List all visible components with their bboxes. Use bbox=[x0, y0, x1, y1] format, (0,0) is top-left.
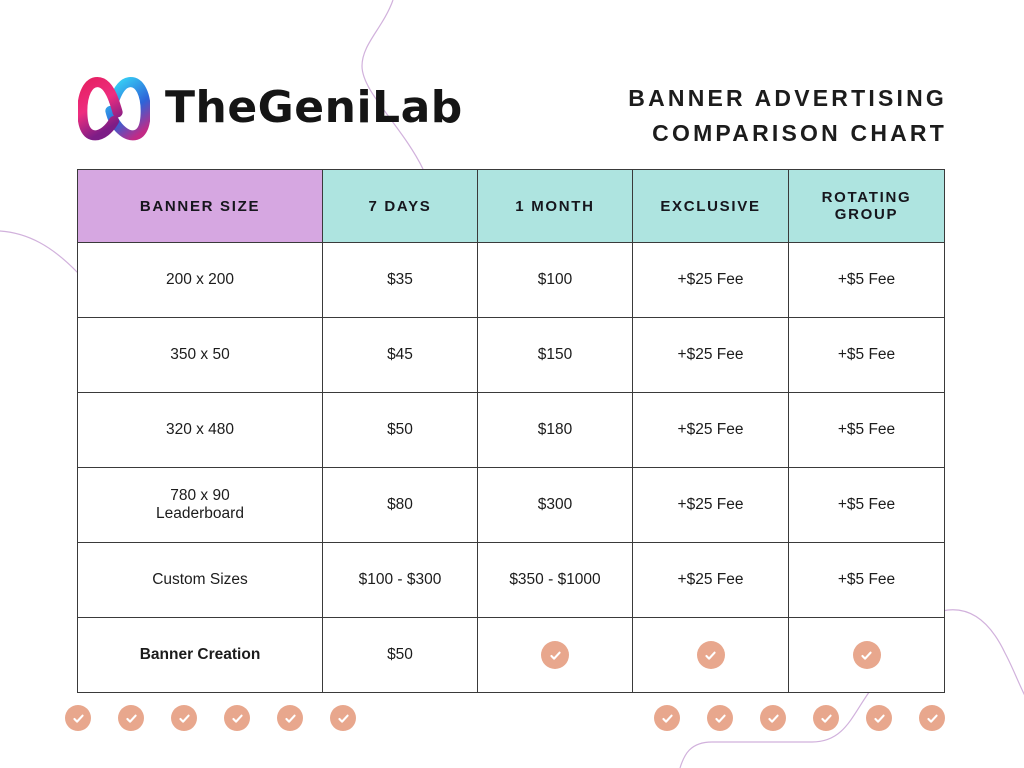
footer-checks-right bbox=[654, 705, 945, 731]
table-cell: Custom Sizes bbox=[77, 542, 323, 618]
table-cell: +$5 Fee bbox=[788, 317, 945, 393]
table-cell: +$5 Fee bbox=[788, 242, 945, 318]
table-cell: 780 x 90 Leaderboard bbox=[77, 467, 323, 543]
table-cell: +$5 Fee bbox=[788, 467, 945, 543]
table-cell bbox=[632, 617, 789, 693]
pricing-table: BANNER SIZE 7 DAYS 1 MONTH EXCLUSIVE ROTATIN… bbox=[77, 169, 945, 693]
footer-checks-left bbox=[65, 705, 356, 731]
check-icon bbox=[171, 705, 197, 731]
check-icon bbox=[654, 705, 680, 731]
table-cell: +$25 Fee bbox=[632, 392, 789, 468]
table-cell: $50 bbox=[322, 392, 478, 468]
brand-logo: TheGeniLab bbox=[78, 74, 463, 142]
table-cell: $150 bbox=[477, 317, 633, 393]
check-icon bbox=[760, 705, 786, 731]
table-cell: $100 - $300 bbox=[322, 542, 478, 618]
brand-logo-icon bbox=[78, 77, 150, 141]
brand-name: TheGeniLab bbox=[165, 82, 463, 133]
table-cell: +$5 Fee bbox=[788, 392, 945, 468]
table-cell: $35 bbox=[322, 242, 478, 318]
table-cell: 350 x 50 bbox=[77, 317, 323, 393]
table-cell: $350 - $1000 bbox=[477, 542, 633, 618]
table-cell: 320 x 480 bbox=[77, 392, 323, 468]
table-row: 320 x 480 $50 $180 +$25 Fee +$5 Fee bbox=[77, 392, 945, 468]
check-icon bbox=[224, 705, 250, 731]
check-icon bbox=[65, 705, 91, 731]
check-icon bbox=[118, 705, 144, 731]
check-icon bbox=[919, 705, 945, 731]
header-cell-banner-size: BANNER SIZE bbox=[77, 169, 323, 243]
table-cell: $180 bbox=[477, 392, 633, 468]
table-cell: +$25 Fee bbox=[632, 242, 789, 318]
table-cell: +$25 Fee bbox=[632, 542, 789, 618]
table-cell: $300 bbox=[477, 467, 633, 543]
table-cell: $45 bbox=[322, 317, 478, 393]
table-cell: +$25 Fee bbox=[632, 317, 789, 393]
page-title-line1: BANNER ADVERTISING bbox=[628, 85, 947, 111]
table-row: Banner Creation $50 bbox=[77, 617, 945, 693]
check-icon bbox=[541, 641, 569, 669]
table-row: 200 x 200 $35 $100 +$25 Fee +$5 Fee bbox=[77, 242, 945, 318]
page-title-line2: COMPARISON CHART bbox=[652, 120, 947, 146]
check-icon bbox=[696, 641, 725, 669]
page-title: BANNER ADVERTISING COMPARISON CHART bbox=[628, 81, 947, 151]
table-cell: +$25 Fee bbox=[632, 467, 789, 543]
table-cell bbox=[788, 617, 945, 693]
header-cell-7-days: 7 DAYS bbox=[322, 169, 478, 243]
check-icon bbox=[813, 705, 839, 731]
table-cell: $80 bbox=[322, 467, 478, 543]
table-row: 350 x 50 $45 $150 +$25 Fee +$5 Fee bbox=[77, 317, 945, 393]
table-cell: $50 bbox=[322, 617, 478, 693]
table-cell: 200 x 200 bbox=[77, 242, 323, 318]
table-row: 780 x 90 Leaderboard $80 $300 +$25 Fee +$5 F… bbox=[77, 467, 945, 543]
table-header-row: BANNER SIZE 7 DAYS 1 MONTH EXCLUSIVE ROTATIN… bbox=[77, 169, 945, 243]
check-icon bbox=[330, 705, 356, 731]
table-cell: +$5 Fee bbox=[788, 542, 945, 618]
header-cell-exclusive: EXCLUSIVE bbox=[632, 169, 789, 243]
header-cell-1-month: 1 MONTH bbox=[477, 169, 633, 243]
table-cell: $100 bbox=[477, 242, 633, 318]
header-cell-rotating-group: ROTATING GROUP bbox=[788, 169, 945, 243]
check-icon bbox=[707, 705, 733, 731]
check-icon bbox=[852, 641, 881, 669]
decor-left-curve bbox=[0, 230, 79, 274]
check-icon bbox=[866, 705, 892, 731]
decor-top-curve bbox=[361, 0, 424, 170]
table-cell bbox=[477, 617, 633, 693]
table-row: Custom Sizes $100 - $300 $350 - $1000 +$25 … bbox=[77, 542, 945, 618]
table-cell: Banner Creation bbox=[77, 617, 323, 693]
check-icon bbox=[277, 705, 303, 731]
